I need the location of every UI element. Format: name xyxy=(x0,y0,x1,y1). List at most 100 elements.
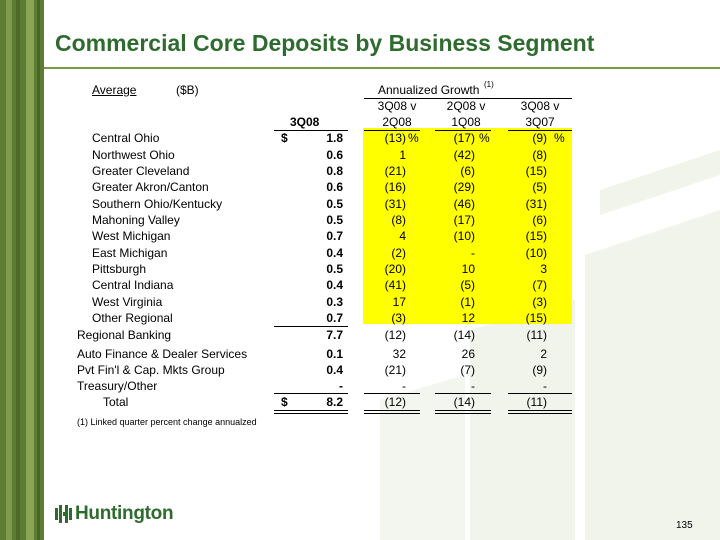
row-dollar-sign: $ xyxy=(281,395,288,409)
row-growth-b: - xyxy=(471,379,475,393)
row-label: Mahoning Valley xyxy=(92,213,180,227)
header-col-c-line2: 3Q07 xyxy=(525,115,555,129)
row-value: 0.8 xyxy=(326,164,343,178)
row-growth-a: (13) xyxy=(384,131,406,145)
row-growth-b: (7) xyxy=(460,363,475,377)
header-rule-a xyxy=(364,130,420,131)
row-value: - xyxy=(339,379,343,393)
total-double-rule xyxy=(508,413,572,414)
subtotal-rule xyxy=(274,326,348,327)
row-label: Greater Akron/Canton xyxy=(92,180,209,194)
sidebar-stripe xyxy=(37,0,40,540)
sidebar-stripe xyxy=(16,0,20,540)
row-growth-c: - xyxy=(543,379,547,393)
row-growth-a: - xyxy=(402,379,406,393)
header-rule-3q08 xyxy=(274,130,348,131)
regional-growth-highlight xyxy=(363,128,572,324)
row-growth-a: (21) xyxy=(384,164,406,178)
header-underline xyxy=(364,98,572,99)
header-col-a-line2: 2Q08 xyxy=(382,115,412,129)
row-growth-b: (1) xyxy=(460,295,475,309)
header-col-b-line2: 1Q08 xyxy=(451,115,481,129)
total-top-rule xyxy=(274,393,348,394)
row-label: Northwest Ohio xyxy=(92,148,175,162)
row-value: 0.7 xyxy=(326,229,343,243)
total-double-rule xyxy=(364,410,420,411)
total-top-rule xyxy=(364,393,420,394)
row-label: Other Regional xyxy=(92,311,173,325)
title-divider xyxy=(44,67,720,69)
header-rule-b xyxy=(435,130,491,131)
sidebar-decoration xyxy=(0,0,44,540)
page-number: 135 xyxy=(676,520,693,531)
row-growth-b: (46) xyxy=(453,197,475,211)
row-growth-a: (3) xyxy=(391,311,406,325)
row-pct-a: % xyxy=(408,131,419,145)
row-value: 0.4 xyxy=(326,363,343,377)
row-label: East Michigan xyxy=(92,246,168,260)
row-growth-a: 17 xyxy=(392,295,406,309)
row-value: 0.4 xyxy=(326,246,343,260)
total-double-rule xyxy=(435,413,491,414)
row-value: 0.3 xyxy=(326,295,343,309)
row-growth-c: (3) xyxy=(532,295,547,309)
row-label: Pvt Fin'l & Cap. Mkts Group xyxy=(77,363,225,377)
row-value: 7.7 xyxy=(326,328,343,342)
row-growth-a: (31) xyxy=(384,197,406,211)
row-growth-c: (11) xyxy=(526,328,547,342)
row-growth-c: (11) xyxy=(526,395,547,409)
row-label: Central Indiana xyxy=(92,278,174,292)
row-growth-c: 2 xyxy=(540,347,547,361)
huntington-logo-icon xyxy=(55,505,72,523)
row-growth-c: (8) xyxy=(532,148,547,162)
header-col-c-line1: 3Q08 v xyxy=(520,99,560,113)
row-growth-c: (6) xyxy=(532,213,547,227)
row-dollar-sign: $ xyxy=(281,131,288,145)
row-label: West Virginia xyxy=(92,295,163,309)
row-value: 0.5 xyxy=(326,213,343,227)
row-growth-b: (5) xyxy=(460,278,475,292)
row-label: Greater Cleveland xyxy=(92,164,190,178)
row-pct-b: % xyxy=(479,131,490,145)
row-label: Southern Ohio/Kentucky xyxy=(92,197,223,211)
row-value: 0.5 xyxy=(326,262,343,276)
row-growth-b: (14) xyxy=(453,328,475,342)
row-label: Auto Finance & Dealer Services xyxy=(77,347,248,361)
header-col-3q08: 3Q08 xyxy=(290,115,320,129)
total-top-rule xyxy=(435,393,491,394)
row-growth-b: (29) xyxy=(453,180,475,194)
row-value: 0.7 xyxy=(326,311,343,325)
row-growth-c: (15) xyxy=(525,164,547,178)
total-top-rule xyxy=(508,393,572,394)
row-value: 1.8 xyxy=(326,131,343,145)
row-growth-b: (17) xyxy=(453,131,475,145)
total-double-rule xyxy=(274,413,348,414)
logo-wordmark: Huntington xyxy=(75,503,174,524)
footnote: (1) Linked quarter percent change annual… xyxy=(77,417,257,427)
row-growth-b: (42) xyxy=(453,148,475,162)
row-value: 8.2 xyxy=(326,395,343,409)
page-title: Commercial Core Deposits by Business Seg… xyxy=(55,30,595,56)
header-footnote-mark: (1) xyxy=(484,80,494,89)
row-growth-a: (16) xyxy=(384,180,406,194)
row-value: 0.6 xyxy=(326,148,343,162)
row-label-total: Total xyxy=(103,395,129,409)
header-col-b-line1: 2Q08 v xyxy=(446,99,486,113)
row-growth-a: (12) xyxy=(384,328,406,342)
header-col-a-line1: 3Q08 v xyxy=(377,99,417,113)
row-growth-c: 3 xyxy=(540,262,547,276)
sidebar-stripe xyxy=(26,0,34,540)
row-growth-c: (10) xyxy=(525,246,547,260)
row-growth-b: (6) xyxy=(460,164,475,178)
row-growth-b: (10) xyxy=(453,229,475,243)
row-pct-c: % xyxy=(554,131,565,145)
row-growth-a: 32 xyxy=(392,347,406,361)
row-value: 0.6 xyxy=(326,180,343,194)
row-growth-c: (7) xyxy=(532,278,547,292)
row-growth-c: (15) xyxy=(525,229,547,243)
row-value: 0.1 xyxy=(326,347,343,361)
row-label: Treasury/Other xyxy=(77,379,158,393)
row-growth-a: (21) xyxy=(384,363,406,377)
row-growth-c: (9) xyxy=(532,363,547,377)
